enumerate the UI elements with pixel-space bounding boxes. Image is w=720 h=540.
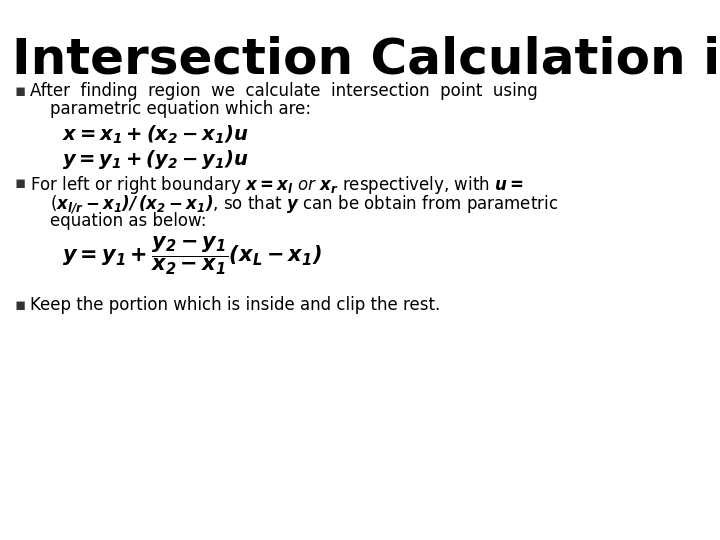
Text: 98: 98 — [351, 515, 369, 530]
Text: ▪: ▪ — [14, 174, 25, 192]
Text: For left or right boundary $\bfit{x} = \bfit{x}_l$ $\mathit{or}$ $\bfit{x}_r$ re: For left or right boundary $\bfit{x} = \… — [30, 174, 523, 196]
Text: ▪: ▪ — [14, 82, 25, 100]
Text: equation as below:: equation as below: — [50, 212, 207, 230]
Text: $\bfit{y} = \bfit{y}_1 + \dfrac{\bfit{y}_2 - \bfit{y}_1}{\bfit{x}_2 - \bfit{x}_1: $\bfit{y} = \bfit{y}_1 + \dfrac{\bfit{y}… — [62, 235, 322, 277]
Text: Darshan Institute of Engineering & Technology: Darshan Institute of Engineering & Techn… — [369, 515, 710, 530]
Text: $\bfit{x} = \bfit{x}_1 + (\bfit{x}_2 - \bfit{x}_1)\bfit{u}$: $\bfit{x} = \bfit{x}_1 + (\bfit{x}_2 - \… — [62, 124, 248, 146]
Text: Unit: 3  2 D transformation & viewing: Unit: 3 2 D transformation & viewing — [10, 515, 284, 530]
Text: Keep the portion which is inside and clip the rest.: Keep the portion which is inside and cli… — [30, 296, 440, 314]
Text: Intersection Calculation in NLN: Intersection Calculation in NLN — [12, 35, 720, 83]
Text: $(\bfit{x}_{l/r} - \bfit{x}_1)/\,(\bfit{x}_2 - \bfit{x}_1)$, so that $\bfit{y}$ : $(\bfit{x}_{l/r} - \bfit{x}_1)/\,(\bfit{… — [50, 193, 558, 215]
Text: ▪: ▪ — [14, 296, 25, 314]
Text: After  finding  region  we  calculate  intersection  point  using: After finding region we calculate inters… — [30, 82, 538, 100]
Text: parametric equation which are:: parametric equation which are: — [50, 100, 311, 118]
Text: $\bfit{y} = \bfit{y}_1 + (\bfit{y}_2 - \bfit{y}_1)\bfit{u}$: $\bfit{y} = \bfit{y}_1 + (\bfit{y}_2 - \… — [62, 148, 248, 171]
